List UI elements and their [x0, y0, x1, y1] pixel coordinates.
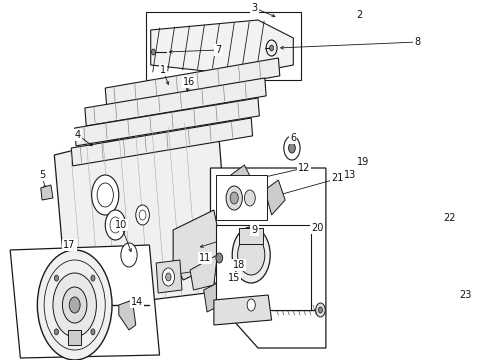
Polygon shape: [211, 168, 326, 348]
Text: 21: 21: [331, 173, 343, 183]
Circle shape: [318, 307, 322, 313]
Text: 13: 13: [344, 170, 356, 180]
Circle shape: [92, 175, 119, 215]
Circle shape: [284, 136, 300, 160]
Circle shape: [136, 205, 149, 225]
Circle shape: [54, 329, 58, 335]
Polygon shape: [156, 260, 182, 293]
Polygon shape: [85, 78, 266, 126]
Circle shape: [54, 275, 58, 281]
Circle shape: [69, 297, 80, 313]
Text: 5: 5: [39, 170, 45, 180]
Circle shape: [53, 273, 97, 337]
Polygon shape: [190, 255, 217, 290]
Text: 1: 1: [160, 65, 166, 75]
Text: 14: 14: [131, 297, 143, 307]
Text: 4: 4: [75, 130, 81, 140]
Text: 2: 2: [357, 10, 363, 20]
Bar: [239, 228, 264, 244]
Bar: [68, 330, 81, 345]
Polygon shape: [41, 185, 53, 200]
Circle shape: [121, 243, 137, 267]
Polygon shape: [105, 58, 280, 106]
Circle shape: [245, 190, 255, 206]
Polygon shape: [204, 283, 221, 312]
Polygon shape: [151, 20, 294, 75]
Circle shape: [162, 268, 174, 286]
Circle shape: [105, 210, 125, 240]
Text: 18: 18: [233, 260, 245, 270]
Circle shape: [62, 287, 87, 323]
Text: 8: 8: [415, 37, 420, 47]
Circle shape: [91, 329, 95, 335]
Polygon shape: [74, 98, 259, 146]
Bar: [146, 12, 301, 80]
Polygon shape: [231, 165, 255, 200]
Circle shape: [166, 273, 171, 281]
Bar: [216, 175, 267, 220]
Circle shape: [270, 45, 273, 51]
Text: 12: 12: [298, 163, 310, 173]
Text: 6: 6: [290, 133, 296, 143]
Circle shape: [316, 303, 325, 317]
Circle shape: [238, 235, 265, 275]
Polygon shape: [71, 118, 252, 166]
Circle shape: [247, 299, 255, 311]
Text: 20: 20: [312, 223, 324, 233]
Text: 23: 23: [459, 290, 471, 300]
Text: 16: 16: [183, 77, 195, 87]
Polygon shape: [173, 210, 224, 280]
Text: 11: 11: [199, 253, 211, 263]
Circle shape: [37, 250, 112, 360]
Polygon shape: [265, 180, 285, 215]
Text: 19: 19: [357, 157, 369, 167]
Circle shape: [226, 186, 243, 210]
Circle shape: [230, 192, 238, 204]
Circle shape: [91, 275, 95, 281]
Circle shape: [151, 49, 155, 55]
Text: 10: 10: [115, 220, 127, 230]
Text: 22: 22: [443, 213, 456, 223]
Polygon shape: [214, 295, 271, 325]
Circle shape: [289, 143, 295, 153]
Polygon shape: [119, 300, 136, 330]
Text: 15: 15: [228, 273, 241, 283]
Text: 17: 17: [63, 240, 75, 250]
Text: 9: 9: [251, 225, 258, 235]
Bar: [216, 225, 311, 310]
Polygon shape: [10, 245, 160, 358]
Text: 7: 7: [216, 45, 222, 55]
Circle shape: [232, 227, 270, 283]
Text: 3: 3: [251, 3, 258, 13]
Circle shape: [216, 253, 222, 263]
Polygon shape: [54, 115, 231, 310]
